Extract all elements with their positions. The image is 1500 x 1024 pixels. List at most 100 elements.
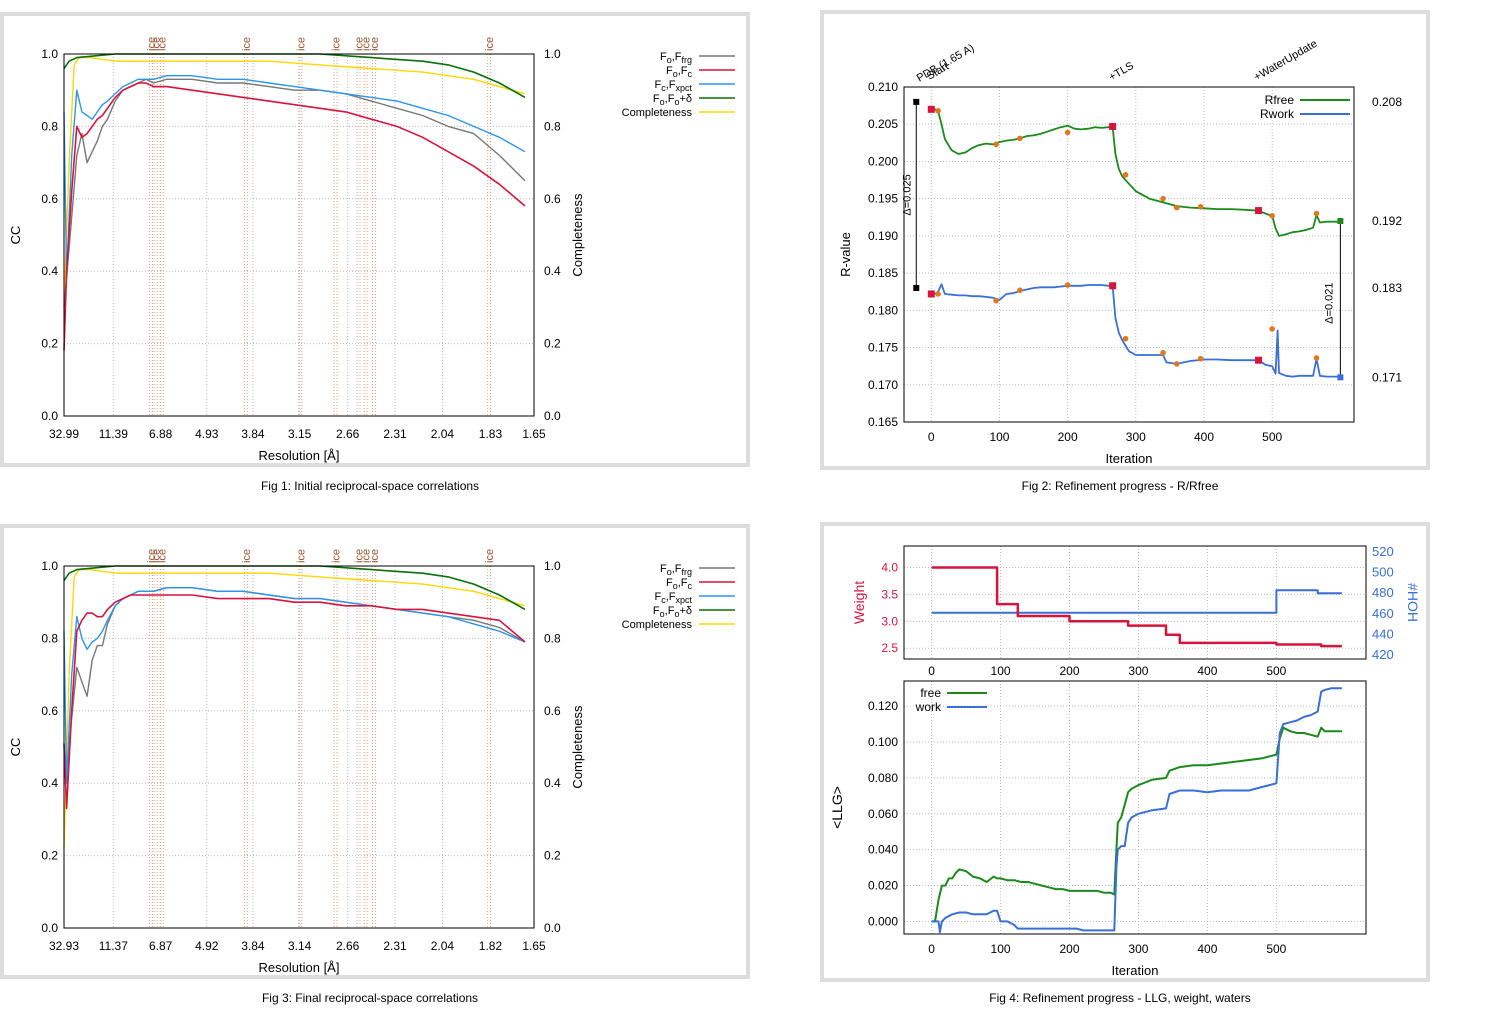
ice-label: ice — [354, 37, 366, 51]
x-tick-label: 300 — [1126, 430, 1146, 444]
x-tick-label-top: 300 — [1128, 664, 1148, 678]
weight-tick-label: 2.5 — [881, 641, 898, 655]
plot-frame — [63, 565, 535, 929]
top-label-tls: +TLS — [1107, 60, 1136, 84]
milestone-marker — [927, 105, 935, 113]
x-tick-label: 400 — [1197, 942, 1217, 956]
event-marker — [1064, 129, 1071, 136]
series-line-weight — [931, 566, 1342, 648]
ice-label: ice — [295, 549, 307, 563]
plot-frame — [903, 680, 1367, 935]
hoh-tick-label: 520 — [1372, 544, 1394, 559]
fig3-caption: Fig 3: Final reciprocal-space correlatio… — [261, 991, 479, 1005]
y2-tick-label: 1.0 — [544, 47, 561, 61]
x-tick-label: 3.15 — [288, 427, 312, 441]
y-tick-label: 0.195 — [868, 192, 898, 206]
x-tick-label: 32.93 — [49, 939, 79, 953]
x-tick-label-top: 0 — [928, 664, 935, 678]
x-tick-label: 300 — [1128, 942, 1148, 956]
y2-axis-label: Completeness — [570, 193, 585, 277]
fig1-chart: 32.99 11.39 6.88 4.93 3.84 3.15 2.66 2.31 2.04 1.… — [8, 37, 735, 463]
y-tick-label: 0.180 — [868, 303, 898, 317]
y2-tick-label: 0.4 — [544, 776, 561, 790]
event-marker — [1064, 282, 1071, 288]
x-tick-label: 3.84 — [241, 427, 265, 441]
legend-label: Rfree — [1265, 93, 1295, 107]
x-tick-label: 6.88 — [149, 427, 173, 441]
x-tick-label: 11.39 — [99, 427, 128, 441]
legend-label: work — [915, 700, 942, 714]
right-value-label: 0.192 — [1372, 214, 1402, 228]
legend-label: Fo,Fc — [666, 65, 693, 79]
event-marker — [1197, 204, 1204, 210]
plot-frame — [903, 86, 1355, 423]
x-tick-label: 32.99 — [49, 427, 79, 441]
event-marker — [1173, 361, 1180, 367]
fig2-panel: 0 100 200 300 400 500 0.165 0.170 0.175 0.180 0.18… — [820, 10, 1430, 470]
event-marker — [1269, 212, 1275, 219]
fig3-panel: 32.93 11.37 6.87 4.92 3.84 3.14 2.66 2.31 2.04 1.… — [0, 524, 750, 979]
series-line-free — [931, 726, 1342, 923]
x-tick-label: 3.84 — [241, 939, 265, 953]
x-tick-label: 500 — [1262, 430, 1282, 444]
x-tick-label: 1.65 — [522, 939, 546, 953]
event-marker — [1160, 195, 1166, 202]
fig4-chart: 0 100 200 300 400 500 2.5 3.0 3.5 4.0 420 440 460 480… — [829, 544, 1421, 978]
y2-tick-label: 0.6 — [544, 192, 561, 206]
event-marker — [1313, 210, 1320, 217]
ice-label: ice — [146, 37, 158, 51]
legend-label: Rwork — [1260, 107, 1295, 121]
fig4-caption: Fig 4: Refinement progress - LLG, weight… — [989, 991, 1251, 1005]
series-line-xpct — [63, 75, 526, 280]
x-tick-label: 100 — [989, 430, 1009, 444]
x-tick-label: 3.14 — [288, 939, 312, 953]
y-tick-label: 0.4 — [41, 264, 58, 278]
legend-label: Fc,Fxpct — [654, 591, 692, 605]
x-tick-label: 1.82 — [479, 939, 503, 953]
legend-label: Fc,Fxpct — [654, 79, 692, 93]
hoh-tick-label: 460 — [1372, 606, 1394, 621]
legend-label: Fo,Fo+δ — [653, 605, 692, 619]
y-tick-label: 0.175 — [868, 341, 898, 355]
y-tick-label: 0.100 — [868, 735, 898, 749]
y2-tick-label: 0.2 — [544, 337, 561, 351]
x-tick-label: 200 — [1059, 942, 1079, 956]
y-tick-label: 0.120 — [868, 699, 898, 713]
milestone-marker — [1255, 356, 1263, 364]
hoh-axis-label: #HOH — [1405, 583, 1421, 622]
event-marker — [1269, 326, 1275, 332]
weight-tick-label: 3.5 — [881, 587, 898, 601]
y-axis-label: R-value — [838, 232, 853, 277]
series-line-frg — [63, 78, 526, 308]
y-tick-label: 0.6 — [41, 192, 58, 206]
y-tick-label: 0.200 — [868, 154, 898, 168]
x-tick-label: 2.04 — [431, 939, 455, 953]
x-tick-label-top: 100 — [991, 664, 1011, 678]
hoh-tick-label: 440 — [1372, 626, 1394, 641]
series-line-hoh — [931, 589, 1342, 614]
y2-axis-label: Completeness — [570, 705, 585, 789]
x-tick-label: 2.31 — [383, 939, 407, 953]
series-line-completeness — [63, 56, 526, 308]
event-marker — [1122, 172, 1129, 178]
x-tick-label: 2.31 — [383, 427, 407, 441]
series-line-fc — [63, 82, 526, 351]
y2-tick-label: 0.8 — [544, 631, 561, 645]
milestone-marker — [1109, 282, 1117, 290]
series-line-fc — [63, 594, 526, 810]
y-tick-label: 0.040 — [868, 843, 898, 857]
pdb-rwork-marker — [913, 285, 920, 291]
ice-label: ice — [361, 549, 373, 563]
y-tick-label: 0.205 — [868, 117, 898, 131]
x-axis-label: Resolution [Å] — [259, 960, 340, 975]
y2-tick-label: 0.6 — [544, 704, 561, 718]
delta-label-start: Δ=0.025 — [901, 174, 913, 215]
x-tick-label: 0 — [928, 430, 935, 444]
y2-tick-label: 0.0 — [544, 409, 561, 423]
y2-tick-label: 0.2 — [544, 849, 561, 863]
y-tick-label: 0.2 — [41, 849, 58, 863]
ice-label: ice — [330, 37, 342, 51]
right-value-label: 0.183 — [1372, 281, 1402, 295]
